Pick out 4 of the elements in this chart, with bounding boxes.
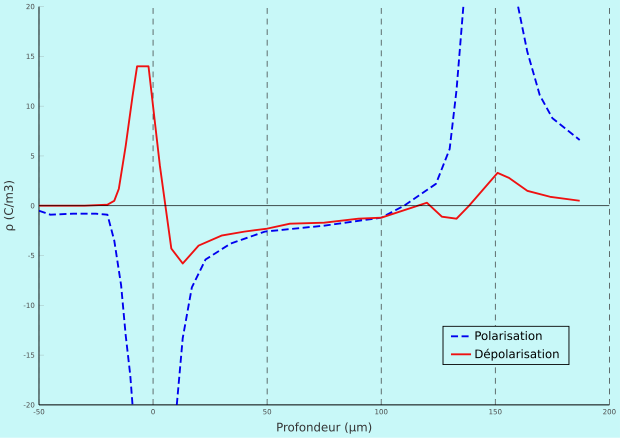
legend-label: Dépolarisation <box>475 348 559 361</box>
x-axis-title: Profondeur (μm) <box>277 422 372 434</box>
y-axis-title: ρ (C/m3) <box>4 181 16 231</box>
legend-label: Polarisation <box>475 331 542 340</box>
